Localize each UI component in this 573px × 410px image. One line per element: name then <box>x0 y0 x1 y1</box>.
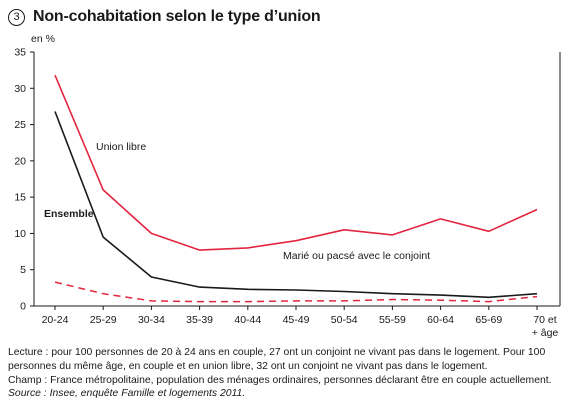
series-labels: Union libre Ensemble Marié ou pacsé avec l… <box>44 141 430 262</box>
y-tick-label: 30 <box>14 83 26 95</box>
figure-title-row: 3 Non-cohabitation selon le type d’union <box>8 6 321 28</box>
x-tick-label: 65-69 <box>475 314 502 326</box>
y-axis-unit-label: en % <box>31 33 55 45</box>
x-tick-label: 45-49 <box>283 314 310 326</box>
y-tick-label: 20 <box>14 155 26 167</box>
figure-notes: Lecture : pour 100 personnes de 20 à 24 … <box>8 346 568 401</box>
line-chart: en % 0 5 10 15 20 25 30 35 20-24 25-29 30-34 35-39 40… <box>14 33 561 339</box>
y-tick-label: 5 <box>20 264 26 276</box>
x-tick-label: 35-39 <box>186 314 213 326</box>
x-tick-label: 50-54 <box>331 314 358 326</box>
axes: en % 0 5 10 15 20 25 30 35 20-24 25-29 30-34 35-39 40… <box>14 33 561 339</box>
y-tick-label: 15 <box>14 192 26 204</box>
series-label: Marié ou pacsé avec le conjoint <box>283 250 430 262</box>
y-tick-label: 0 <box>20 301 26 313</box>
figure-number-badge: 3 <box>8 8 25 26</box>
x-tick-label: 25-29 <box>90 314 117 326</box>
series-label: Ensemble <box>44 208 94 220</box>
x-tick-label: 40-44 <box>234 314 261 326</box>
chart-title: Non-cohabitation selon le type d’union <box>33 8 321 25</box>
series-lines <box>54 74 538 303</box>
y-tick-label: 25 <box>14 119 26 131</box>
x-tick-label: 60-64 <box>427 314 454 326</box>
x-tick-label: 30-34 <box>138 314 165 326</box>
x-tick-label: 70 et <box>533 314 556 326</box>
y-tick-label: 10 <box>14 228 26 240</box>
y-tick-label: 35 <box>14 47 26 59</box>
series-label: Union libre <box>96 141 146 153</box>
x-tick-label: + âge <box>532 327 559 339</box>
x-tick-label: 20-24 <box>42 314 69 326</box>
note-source: Source : Insee, enquête Famille et logem… <box>8 388 246 400</box>
x-tick-label: 55-59 <box>379 314 406 326</box>
note-champ: Champ : France métropolitaine, populatio… <box>8 374 552 386</box>
series-line-ensemble <box>54 111 538 299</box>
series-line-union-libre <box>54 74 538 251</box>
series-line-mari-ou-pacs-avec-le-conjoint <box>54 281 538 303</box>
note-lecture: Lecture : pour 100 personnes de 20 à 24 … <box>8 347 546 372</box>
